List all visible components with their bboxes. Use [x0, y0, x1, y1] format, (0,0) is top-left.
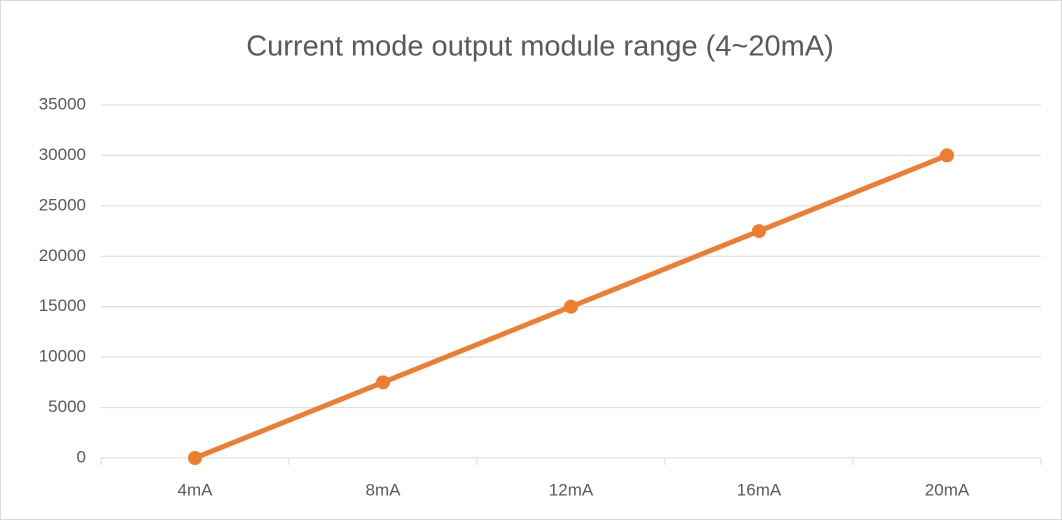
y-tick-label: 20000	[39, 246, 86, 265]
x-tick-label: 16mA	[737, 480, 782, 499]
marker	[564, 299, 578, 314]
marker	[752, 224, 766, 239]
x-tick-label: 4mA	[178, 480, 214, 499]
y-tick-label: 10000	[39, 347, 86, 366]
y-tick-label: 30000	[39, 145, 86, 164]
marker	[376, 375, 390, 390]
x-tick-label: 8mA	[366, 480, 402, 499]
x-tick-label: 20mA	[925, 480, 970, 499]
marker	[940, 148, 954, 163]
y-tick-label: 35000	[39, 94, 86, 113]
marker	[188, 451, 202, 465]
y-tick-label: 15000	[39, 296, 86, 315]
x-tick-label: 12mA	[549, 480, 594, 499]
y-tick-label: 0	[77, 447, 86, 466]
chart-title: Current mode output module range (4~20mA…	[246, 31, 834, 63]
y-tick-label: 25000	[39, 195, 86, 214]
y-tick-label: 5000	[48, 397, 86, 416]
